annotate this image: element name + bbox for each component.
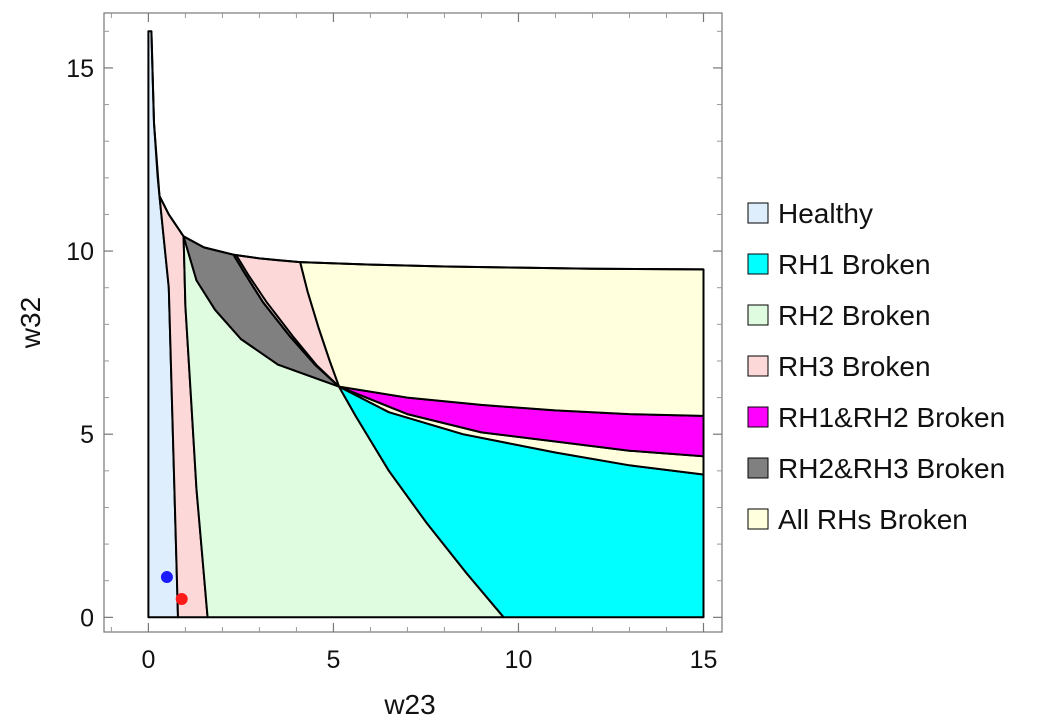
legend-swatch-rh2	[747, 304, 769, 326]
legend-swatch-all	[747, 508, 769, 530]
x-axis-label: w23	[383, 689, 435, 720]
regions-layer	[147, 30, 705, 619]
x-tick-label-15: 15	[690, 646, 718, 674]
legend-label-rh1: RH1 Broken	[778, 249, 931, 280]
boundary-curves-layer	[150, 31, 704, 388]
legend-label-rh23: RH2&RH3 Broken	[778, 453, 1005, 484]
legend-swatch-healthy	[747, 202, 769, 224]
legend-label-healthy: Healthy	[778, 198, 873, 229]
ticks-layer: 0 5 10 15 0 5 10 15	[66, 13, 722, 674]
legend-swatch-rh12	[747, 406, 769, 428]
legend-label-rh3: RH3 Broken	[778, 351, 931, 382]
boundary-curve-0	[150, 31, 704, 271]
y-tick-label-5: 5	[80, 421, 94, 449]
points-layer	[160, 571, 188, 606]
legend-swatch-rh23	[747, 457, 769, 479]
data-point-1	[175, 593, 188, 606]
legend-label-all: All RHs Broken	[778, 504, 968, 535]
y-tick-label-10: 10	[66, 238, 94, 266]
legend-label-rh2: RH2 Broken	[778, 300, 931, 331]
x-tick-label-5: 5	[326, 646, 340, 674]
boundary-curve-2	[235, 254, 340, 388]
legend-swatch-rh3	[747, 355, 769, 377]
data-point-0	[160, 571, 173, 584]
legend-swatch-rh1	[747, 253, 769, 275]
y-tick-label-0: 0	[80, 604, 94, 632]
y-tick-label-15: 15	[66, 55, 94, 83]
x-tick-label-10: 10	[505, 646, 533, 674]
legend-label-rh12: RH1&RH2 Broken	[778, 402, 1005, 433]
y-axis-label: w32	[15, 297, 46, 349]
plot-frame	[103, 12, 723, 633]
legend: Healthy RH1 Broken RH2 Broken RH3 Broken RH1…	[747, 198, 1005, 535]
x-tick-label-0: 0	[141, 646, 155, 674]
